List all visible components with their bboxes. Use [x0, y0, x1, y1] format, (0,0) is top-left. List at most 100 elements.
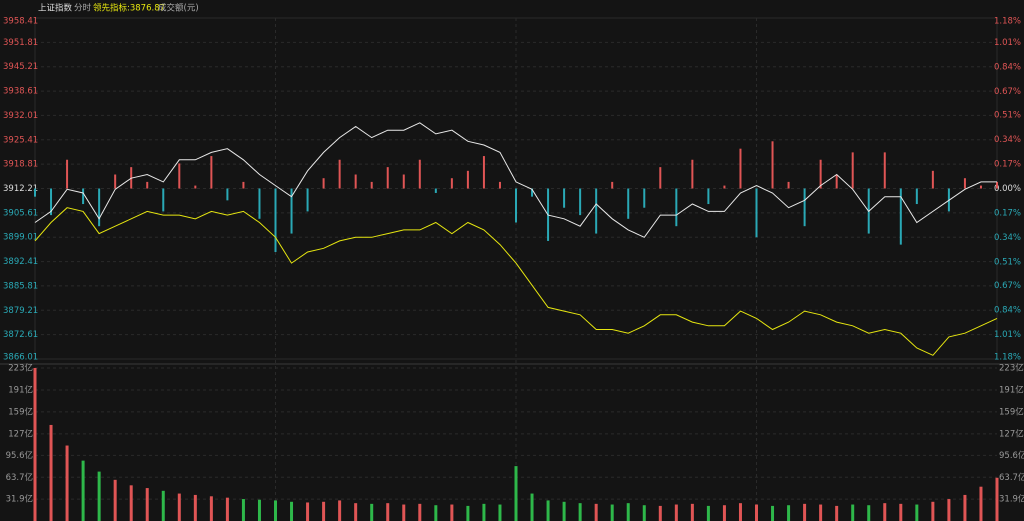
y-tick-label: 3872.61 — [3, 330, 38, 340]
diff-bar — [931, 170, 934, 189]
y-tick-label: 223亿 — [8, 363, 33, 374]
volume-bar — [338, 500, 342, 521]
volume-bar — [81, 460, 85, 521]
price-line — [34, 122, 997, 238]
volume-bar — [129, 485, 133, 521]
y2-tick-label: 191亿 — [999, 384, 1024, 395]
y-tick-label: 3905.61 — [3, 208, 38, 218]
diff-bar — [322, 178, 325, 189]
diff-bar — [466, 170, 469, 189]
diff-bar — [434, 188, 437, 193]
volume-bar — [209, 496, 213, 521]
diff-bar — [595, 188, 598, 234]
y-tick-label: 3925.41 — [3, 135, 38, 145]
y-tick-label: 63.7亿 — [6, 472, 33, 483]
diff-bar — [819, 159, 822, 189]
y2-tick-label: 1.01% — [994, 330, 1021, 340]
y-tick-label: 3945.21 — [3, 62, 38, 72]
volume-bar — [306, 502, 310, 521]
volume-bar — [33, 368, 37, 521]
y-tick-label: 31.9亿 — [6, 494, 33, 505]
diff-bar — [242, 181, 245, 189]
diff-bar — [899, 188, 902, 245]
volume-bar — [482, 503, 486, 521]
diff-bar — [98, 188, 101, 227]
y2-tick-label: 0.17% — [994, 159, 1021, 169]
volume-bar — [113, 479, 117, 521]
volume-bar — [835, 505, 839, 521]
y2-tick-label: 0.34% — [994, 233, 1021, 243]
diff-bar — [515, 188, 517, 223]
y2-tick-label: 223亿 — [999, 363, 1024, 374]
volume-bar — [722, 505, 726, 521]
y-tick-label: 3912.21 — [3, 184, 38, 194]
y2-tick-label: 0.67% — [994, 281, 1021, 291]
diff-bar — [274, 188, 277, 253]
y-tick-label: 3885.81 — [3, 281, 38, 291]
volume-bar — [755, 504, 758, 521]
diff-bar — [835, 174, 838, 189]
diff-bar — [803, 188, 806, 227]
diff-bar — [643, 188, 646, 208]
diff-bar — [675, 188, 678, 227]
diff-bar — [627, 188, 630, 219]
volume-title: 成交额(元) — [158, 3, 199, 14]
diff-bar — [915, 188, 918, 205]
volume-bar — [690, 503, 694, 521]
volume-bar — [161, 490, 165, 521]
diff-bar — [194, 185, 197, 189]
title: 上证指数 — [38, 3, 73, 14]
volume-bar — [418, 503, 422, 521]
price-line — [34, 207, 998, 356]
y-tick-label: 3899.01 — [3, 233, 38, 243]
diff-bar — [707, 188, 710, 205]
volume-bar — [290, 501, 294, 521]
diff-bar — [659, 167, 662, 189]
y-tick-label: 3892.41 — [3, 257, 38, 267]
volume-bar — [193, 494, 197, 521]
y2-tick-label: 0.00% — [994, 184, 1021, 194]
diff-bar — [226, 188, 229, 201]
y2-tick-label: 1.01% — [994, 38, 1021, 48]
y-tick-label: 3866.01 — [3, 353, 38, 363]
volume-bar — [979, 486, 983, 521]
diff-bar — [771, 141, 774, 189]
diff-bar — [162, 188, 165, 212]
volume-bar — [867, 505, 871, 521]
volume-bar — [97, 471, 101, 521]
volume-bar — [947, 499, 951, 521]
diff-bar — [755, 188, 758, 238]
y-tick-label: 3951.81 — [3, 38, 38, 48]
volume-bar — [466, 505, 470, 521]
y2-tick-label: 127亿 — [999, 428, 1024, 439]
y2-tick-label: 1.18% — [994, 17, 1021, 27]
volume-bar — [803, 503, 807, 521]
diff-bar — [178, 163, 181, 189]
diff-bar — [482, 156, 485, 189]
volume-bar — [65, 445, 69, 521]
volume-bar — [771, 505, 775, 521]
volume-bar — [738, 503, 742, 521]
diff-bar — [979, 185, 982, 189]
diff-bar — [563, 188, 566, 208]
diff-bar — [210, 156, 213, 189]
volume-bar — [257, 499, 261, 521]
volume-bar — [642, 505, 646, 521]
diff-bar — [498, 181, 501, 189]
diff-bar — [739, 148, 742, 189]
diff-bar — [386, 167, 389, 189]
volume-bar — [995, 477, 999, 521]
volume-bar — [177, 493, 181, 521]
volume-bar — [883, 503, 887, 521]
y-tick-label: 95.6亿 — [6, 450, 33, 461]
volume-bar — [562, 501, 566, 521]
diff-bar — [34, 188, 36, 197]
diff-bar — [996, 181, 998, 189]
indicator: 领先指标:3876.87 — [93, 3, 165, 14]
y2-tick-label: 0.51% — [994, 110, 1021, 120]
volume-bar — [514, 466, 518, 521]
y2-tick-label: 31.9亿 — [999, 494, 1024, 505]
volume-bar — [610, 504, 614, 521]
volume-bar — [658, 505, 662, 521]
